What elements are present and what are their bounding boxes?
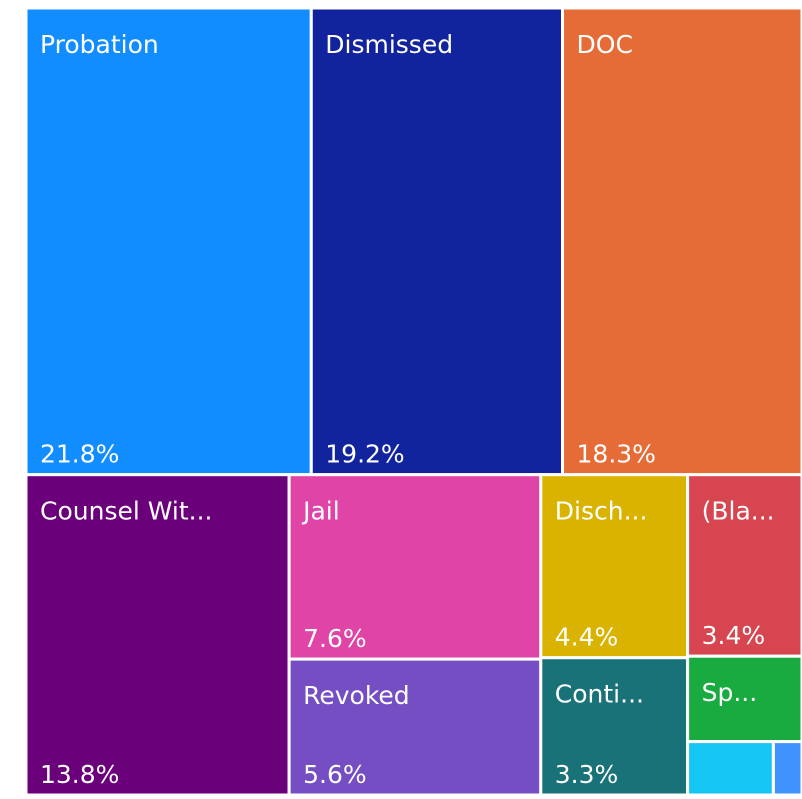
tile-label: Dismissed xyxy=(325,30,453,59)
tile xyxy=(686,740,775,797)
value-label: 3.4% xyxy=(702,621,766,650)
tile-label: Revoked xyxy=(303,681,410,710)
tile xyxy=(771,740,802,797)
value-label: 5.6% xyxy=(303,760,367,789)
value-label: 18.3% xyxy=(577,440,656,469)
tile xyxy=(686,473,802,658)
tile xyxy=(287,473,543,661)
tile xyxy=(309,6,565,477)
tile-label: (Bla... xyxy=(702,497,775,526)
tile-label: Jail xyxy=(301,497,340,526)
tile xyxy=(24,473,291,797)
tile-label: DOC xyxy=(577,30,633,59)
tile-label: Probation xyxy=(40,30,159,59)
tile-label: Sp... xyxy=(702,678,758,707)
tile-label: Counsel Wit... xyxy=(40,497,213,526)
tile-label: Conti... xyxy=(555,680,644,709)
value-label: 3.3% xyxy=(555,760,619,789)
tile-label: Disch... xyxy=(555,497,648,526)
tile xyxy=(561,6,802,477)
tile xyxy=(287,657,543,797)
value-label: 7.6% xyxy=(303,624,367,653)
value-label: 19.2% xyxy=(325,440,404,469)
value-label: 4.4% xyxy=(555,623,619,652)
value-label: 13.8% xyxy=(40,760,119,789)
tile xyxy=(24,6,313,477)
value-label: 21.8% xyxy=(40,440,119,469)
